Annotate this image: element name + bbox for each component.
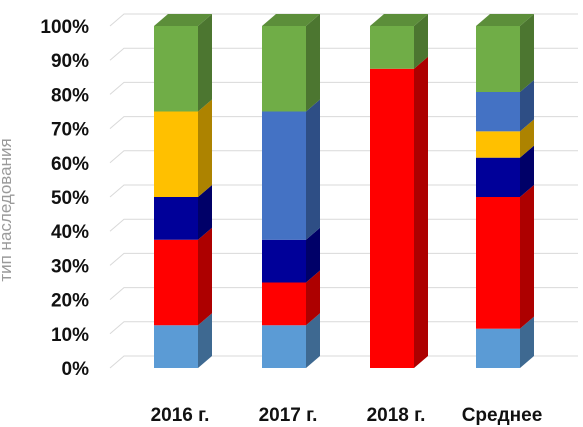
y-tick-70: 70% [51,120,89,141]
bar-front-face [476,157,520,197]
y-tick-10: 10% [51,325,89,346]
y-tick-0: 0% [62,359,90,380]
bar-side-face [198,185,212,240]
y-tick-80: 80% [51,85,89,106]
bar-front-face [476,26,520,93]
category-label-2016-г: 2016 г. [151,405,210,426]
bar-stack-2016-г [154,14,212,368]
bar-segment-2018-г-s6 [370,14,428,69]
bar-segment-среднее-s2 [476,185,534,329]
bar-segment-среднее-s5 [476,80,534,132]
bar-top-face [476,14,534,26]
bar-front-face [262,239,306,283]
y-tick-90: 90% [51,51,89,72]
y-tick-60: 60% [51,154,89,175]
y-axis-title: тип наследования [0,138,15,281]
bar-stack-среднее [476,14,534,368]
bar-side-face [198,99,212,197]
bar-segment-среднее-s6 [476,14,534,93]
bar-front-face [154,111,198,197]
bar-side-face [306,270,320,326]
bar-segment-среднее-s1 [476,316,534,368]
bar-side-face [414,14,428,69]
y-tick-30: 30% [51,256,89,277]
bar-front-face [476,197,520,329]
bar-side-face [520,80,534,132]
bar-side-face [520,316,534,368]
category-labels: 2016 г. 2017 г. 2018 г. Среднее [151,405,543,426]
bar-front-face [262,325,306,368]
bar-segment-2016-г-s1 [154,313,212,368]
bar-front-face [476,328,520,368]
bar-segment-2016-г-s4 [154,99,212,197]
bar-side-face [520,14,534,93]
bar-side-face [306,99,320,240]
y-tick-100: 100% [40,17,89,38]
y-tick-50: 50% [51,188,89,209]
bar-top-face [370,14,428,26]
bar-segment-2017-г-s2 [262,270,320,326]
bar-front-face [262,111,306,240]
bar-side-face [520,145,534,197]
bar-side-face [414,56,428,368]
bar-segment-2017-г-s1 [262,313,320,368]
category-label-2017-г: 2017 г. [259,405,318,426]
bar-front-face [262,26,306,112]
bar-front-face [154,26,198,112]
bar-side-face [520,185,534,329]
bar-segment-2017-г-s3 [262,227,320,283]
bar-side-face [306,14,320,112]
bar-front-face [154,325,198,368]
bar-segment-среднее-s4 [476,119,534,158]
bar-front-face [476,131,520,158]
bar-top-face [154,14,212,26]
bar-stack-2018-г [370,14,428,368]
bar-segment-2016-г-s2 [154,227,212,326]
bar-side-face [520,119,534,158]
bar-side-face [306,227,320,283]
bars [154,14,534,368]
bar-front-face [154,239,198,326]
category-label-2018-г: 2018 г. [367,405,426,426]
bar-segment-2016-г-s6 [154,14,212,112]
bar-side-face [306,313,320,368]
bar-segment-среднее-s3 [476,145,534,197]
y-tick-20: 20% [51,291,89,312]
bar-segment-2016-г-s3 [154,185,212,240]
bar-segment-2017-г-s5 [262,99,320,240]
bar-top-face [262,14,320,26]
bar-front-face [370,26,414,69]
bar-stack-2017-г [262,14,320,368]
bar-front-face [370,68,414,368]
y-tick-40: 40% [51,222,89,243]
bar-segment-2018-г-s2 [370,56,428,368]
category-label-среднее: Среднее [462,405,543,426]
bar-side-face [198,313,212,368]
bar-segment-2017-г-s6 [262,14,320,112]
bar-side-face [198,14,212,112]
bar-front-face [154,197,198,240]
bar-front-face [262,282,306,326]
bar-side-face [198,227,212,326]
y-tick-labels: 0% 10% 20% 30% 40% 50% 60% 70% 80% 90% 100% [40,17,89,380]
bar-front-face [476,92,520,132]
